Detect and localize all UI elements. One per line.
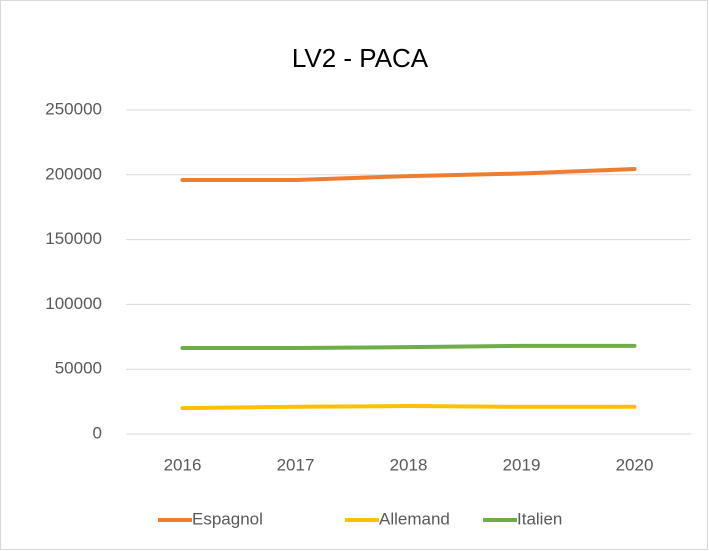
x-tick-label: 2020 bbox=[616, 455, 654, 474]
series-line bbox=[180, 166, 637, 182]
y-tick-label: 250000 bbox=[45, 99, 102, 118]
legend-label: Allemand bbox=[379, 509, 450, 528]
chart-title: LV2 - PACA bbox=[292, 43, 429, 73]
y-tick-label: 150000 bbox=[45, 229, 102, 248]
y-tick-label: 0 bbox=[93, 423, 102, 442]
x-tick-label: 2018 bbox=[390, 455, 428, 474]
legend-label: Italien bbox=[517, 509, 562, 528]
legend-label: Espagnol bbox=[192, 509, 263, 528]
y-tick-label: 200000 bbox=[45, 164, 102, 183]
x-tick-label: 2017 bbox=[277, 455, 315, 474]
series-line bbox=[180, 343, 637, 350]
y-tick-label: 100000 bbox=[45, 294, 102, 313]
y-tick-label: 50000 bbox=[55, 359, 102, 378]
series-line bbox=[180, 404, 637, 411]
x-tick-label: 2016 bbox=[164, 455, 202, 474]
x-tick-label: 2019 bbox=[503, 455, 541, 474]
